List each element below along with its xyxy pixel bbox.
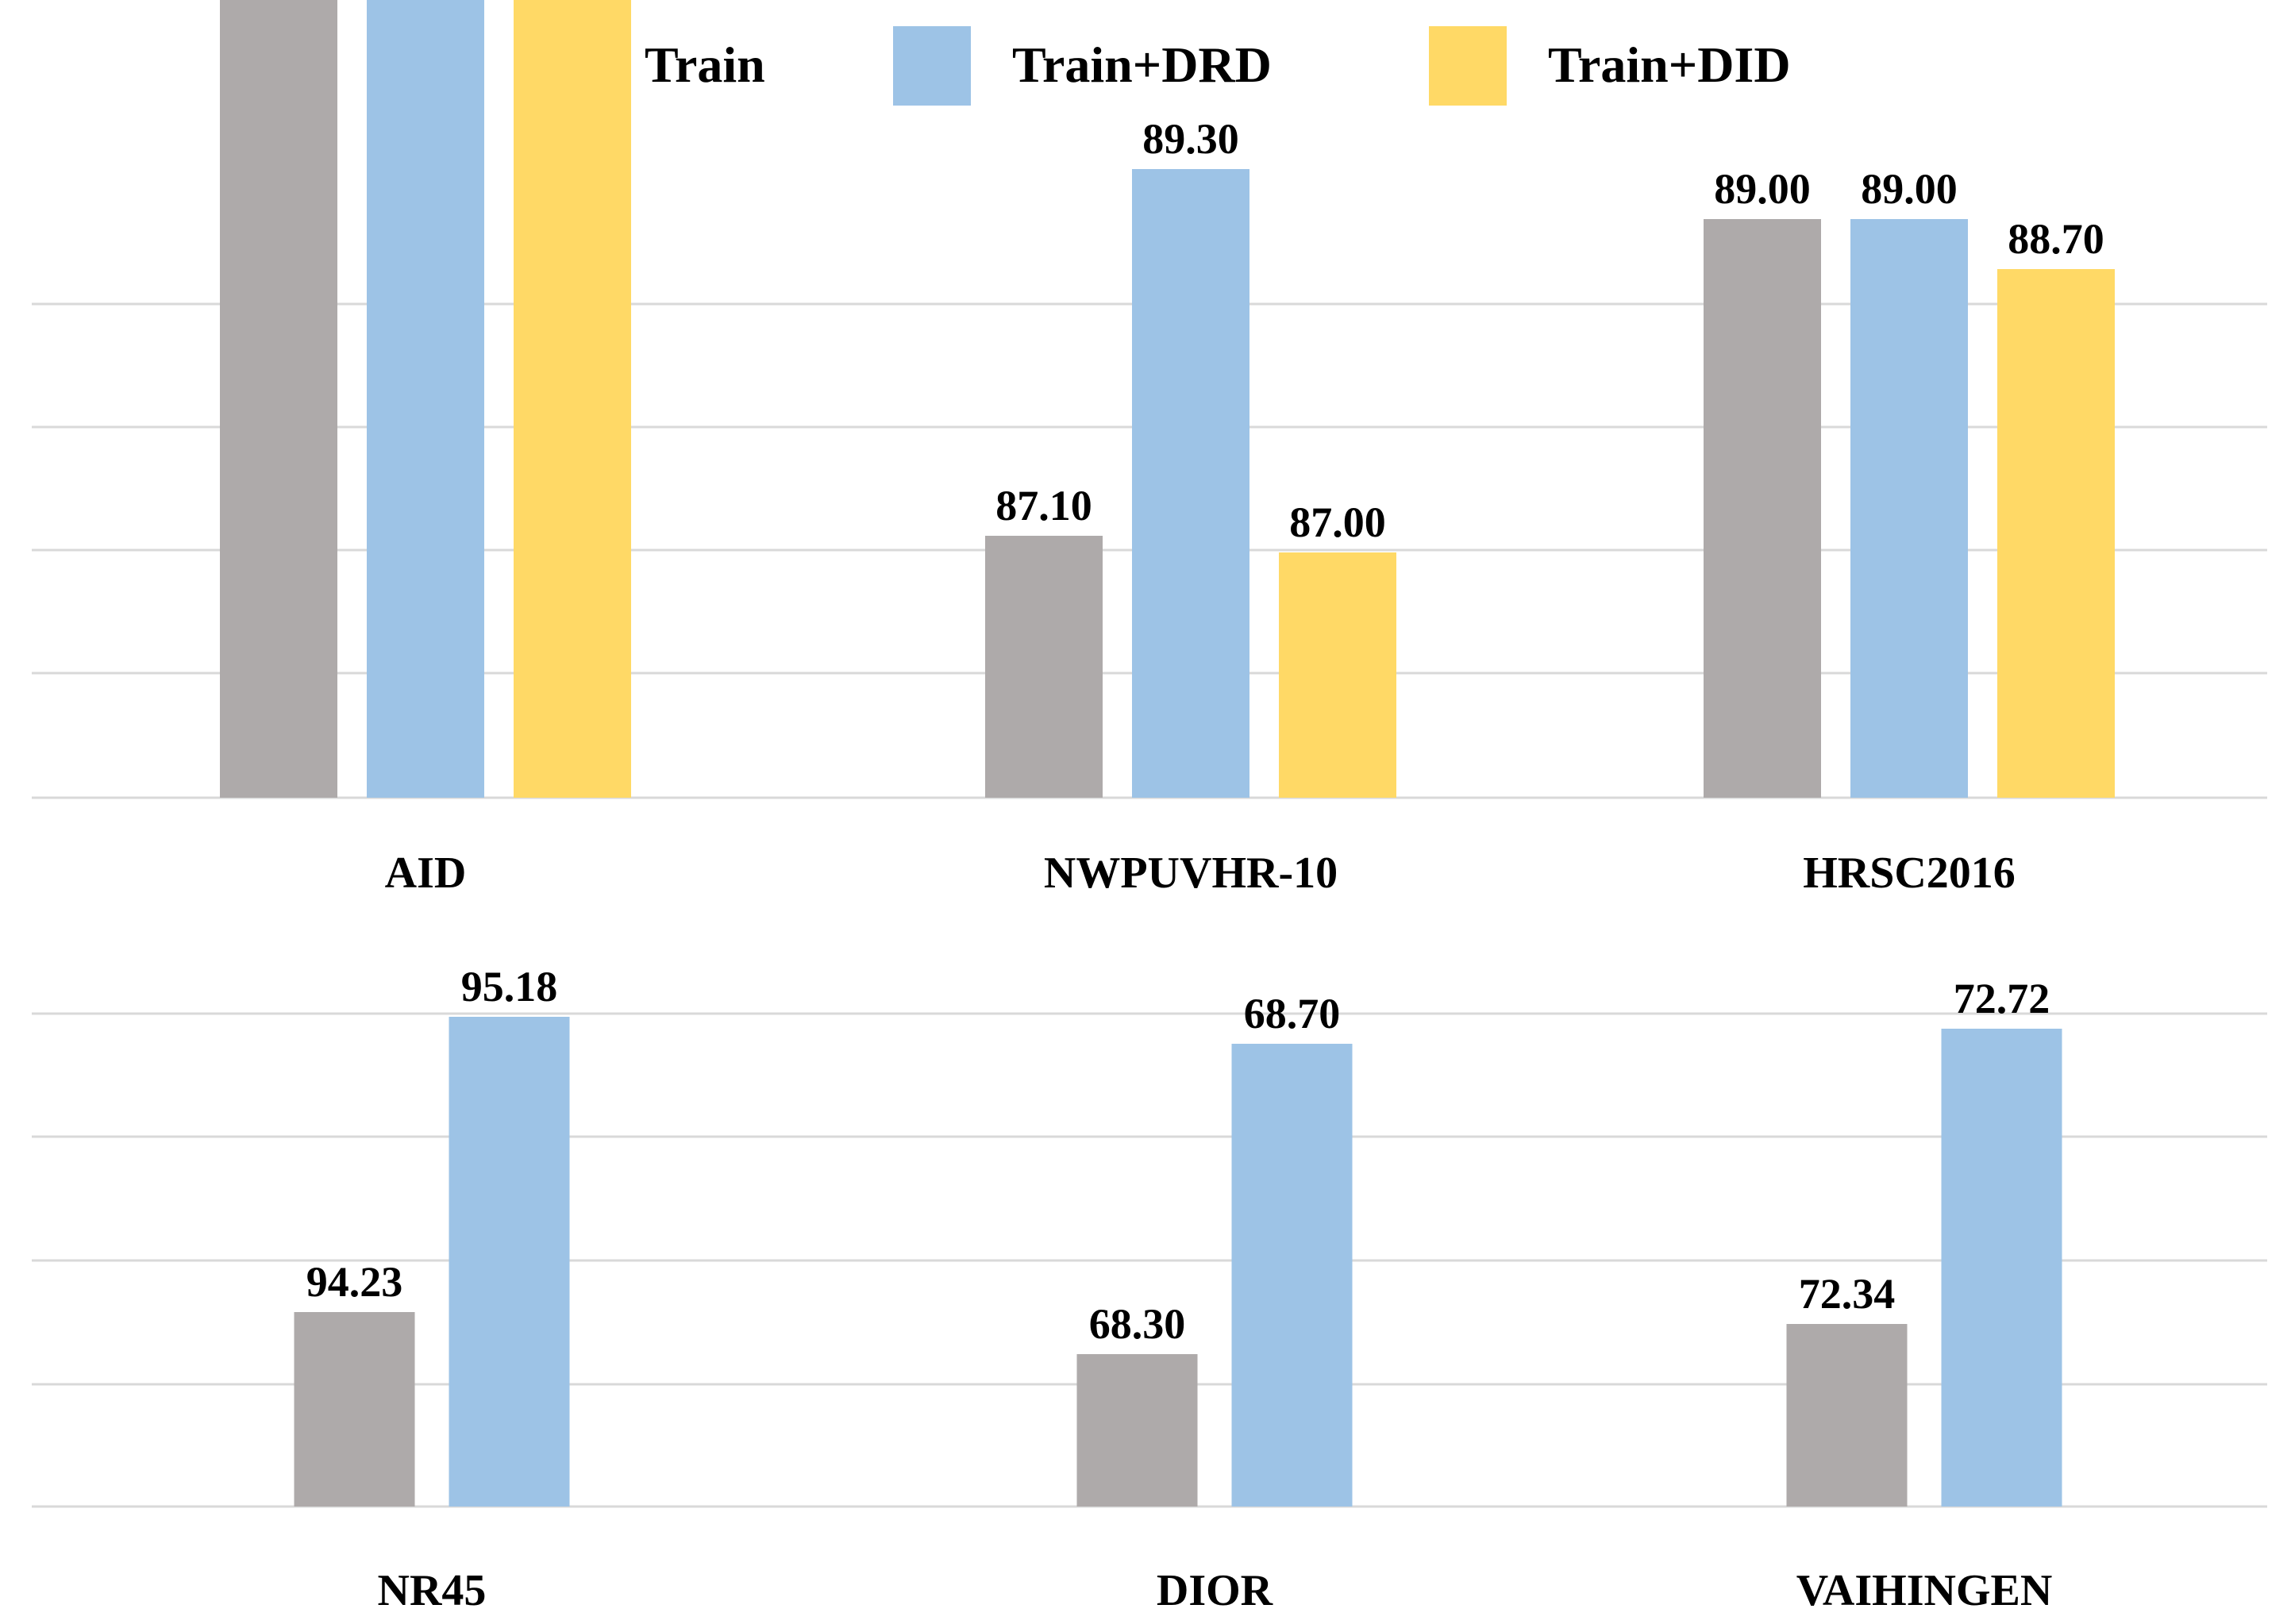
value-label-nwpuvhr-10-train-drd: 89.30 (1142, 115, 1239, 163)
legend-label-train-drd: Train+DRD (1012, 37, 1272, 93)
category-labels: AID NWPUVHR-10 HRSC2016 NR45 DIOR VAIHINGEN (378, 849, 2053, 1615)
value-label-nwpuvhr-10-train-did: 87.00 (1289, 498, 1386, 546)
legend-swatch-train-did (1429, 26, 1507, 106)
bar-hrsc2016-train-did (1997, 269, 2115, 798)
legend-swatch-train-drd (893, 26, 971, 106)
bar-vaihingen-train (1786, 1324, 1908, 1507)
bar-aid-train-did (514, 0, 631, 798)
bar-nr45-train (294, 1312, 415, 1507)
legend-label-train: Train (645, 37, 765, 93)
bar-vaihingen-train-drd (1941, 1029, 2062, 1507)
bar-nwpuvhr-10-train-drd (1132, 169, 1249, 798)
bar-nwpuvhr-10-train-did (1279, 552, 1396, 798)
legend: Train Train+DRD Train+DID (526, 26, 1791, 106)
value-labels: 95.7896.2495.2587.1089.3087.0089.0089.00… (306, 115, 2104, 1348)
category-label-nwpuvhr-10: NWPUVHR-10 (1044, 849, 1338, 898)
value-label-hrsc2016-train-drd: 89.00 (1861, 165, 1958, 213)
category-label-dior: DIOR (1157, 1566, 1273, 1615)
value-label-dior-train: 68.30 (1089, 1300, 1186, 1348)
bar-dior-train (1076, 1354, 1198, 1507)
bar-dior-train-drd (1231, 1044, 1353, 1507)
value-label-nr45-train-drd: 95.18 (461, 963, 558, 1010)
value-label-vaihingen-train: 72.34 (1799, 1270, 1896, 1318)
bar-hrsc2016-train (1704, 219, 1821, 798)
category-label-aid: AID (385, 849, 467, 898)
bar-aid-train (220, 0, 337, 798)
bar-nr45-train-drd (449, 1017, 570, 1507)
value-label-nwpuvhr-10-train: 87.10 (995, 482, 1092, 529)
value-label-dior-train-drd: 68.70 (1244, 990, 1341, 1037)
bar-aid-train-drd (367, 0, 484, 798)
category-label-nr45: NR45 (378, 1566, 487, 1615)
value-label-hrsc2016-train-did: 88.70 (2008, 215, 2104, 263)
category-label-hrsc2016: HRSC2016 (1803, 849, 2016, 898)
bar-hrsc2016-train-drd (1850, 219, 1968, 798)
category-label-vaihingen: VAIHINGEN (1796, 1566, 2053, 1615)
value-label-vaihingen-train-drd: 72.72 (1954, 975, 2050, 1022)
value-label-nr45-train: 94.23 (306, 1258, 403, 1306)
value-label-hrsc2016-train: 89.00 (1714, 165, 1811, 213)
legend-label-train-did: Train+DID (1548, 37, 1791, 93)
bars (220, 0, 2115, 1507)
bar-nwpuvhr-10-train (985, 536, 1103, 798)
